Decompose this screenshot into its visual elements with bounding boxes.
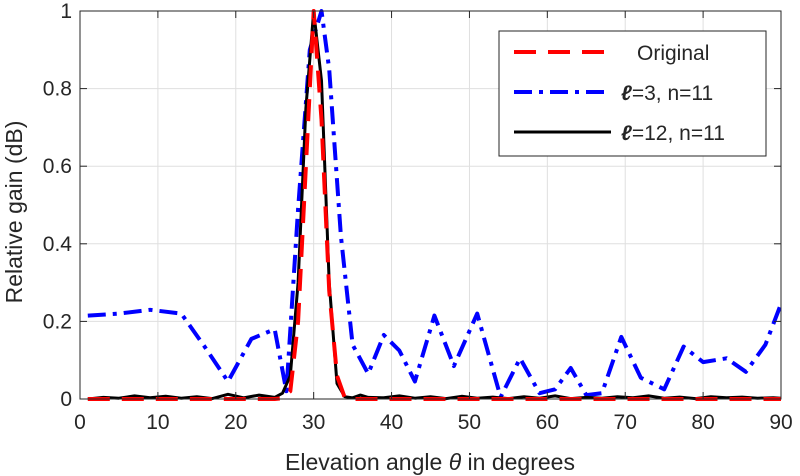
legend-symbol-ell: ℓ	[621, 82, 632, 105]
y-tick-label: 1	[60, 0, 72, 23]
x-tick-label: 10	[146, 411, 169, 434]
y-tick-label: 0.4	[43, 233, 73, 256]
x-tick-label: 90	[769, 411, 792, 434]
x-axis-label-suffix: in degrees	[461, 449, 575, 475]
legend-label-text: =12, n=11	[632, 122, 725, 145]
tick-labels: 0 10 20 30 40 50 60 70 80 90 0 0.2 0.4 0.6 0.8 1	[43, 0, 793, 434]
x-tick-label: 30	[302, 411, 325, 434]
series-line-1	[87, 9, 783, 400]
x-axis-label-theta: θ	[449, 449, 462, 475]
legend-label-text: =3, n=11	[632, 82, 713, 105]
legend-box	[498, 30, 767, 157]
legend-label-1: ℓ=3, n=11	[621, 82, 713, 105]
axes-frame	[79, 10, 782, 400]
legend-symbol-ell: ℓ	[621, 122, 632, 145]
legend-label-2: ℓ=12, n=11	[621, 122, 725, 145]
y-tick-label: 0.6	[43, 155, 72, 178]
x-tick-label: 50	[458, 411, 481, 434]
y-tick-label: 0.2	[43, 310, 72, 333]
y-tick-label: 0.8	[43, 78, 72, 101]
x-tick-label: 60	[536, 411, 559, 434]
y-tick-label: 0	[60, 388, 72, 411]
y-axis-label: Relative gain (dB)	[1, 121, 27, 304]
axis-ticks	[79, 10, 782, 400]
x-axis-label: Elevation angle θ in degrees	[285, 449, 575, 475]
x-tick-label: 0	[74, 411, 86, 434]
x-tick-label: 70	[614, 411, 637, 434]
x-tick-label: 80	[691, 411, 714, 434]
x-tick-label: 20	[224, 411, 247, 434]
x-axis-label-prefix: Elevation angle	[285, 449, 449, 475]
legend-label-0: Original	[637, 42, 709, 65]
x-tick-label: 40	[380, 411, 403, 434]
